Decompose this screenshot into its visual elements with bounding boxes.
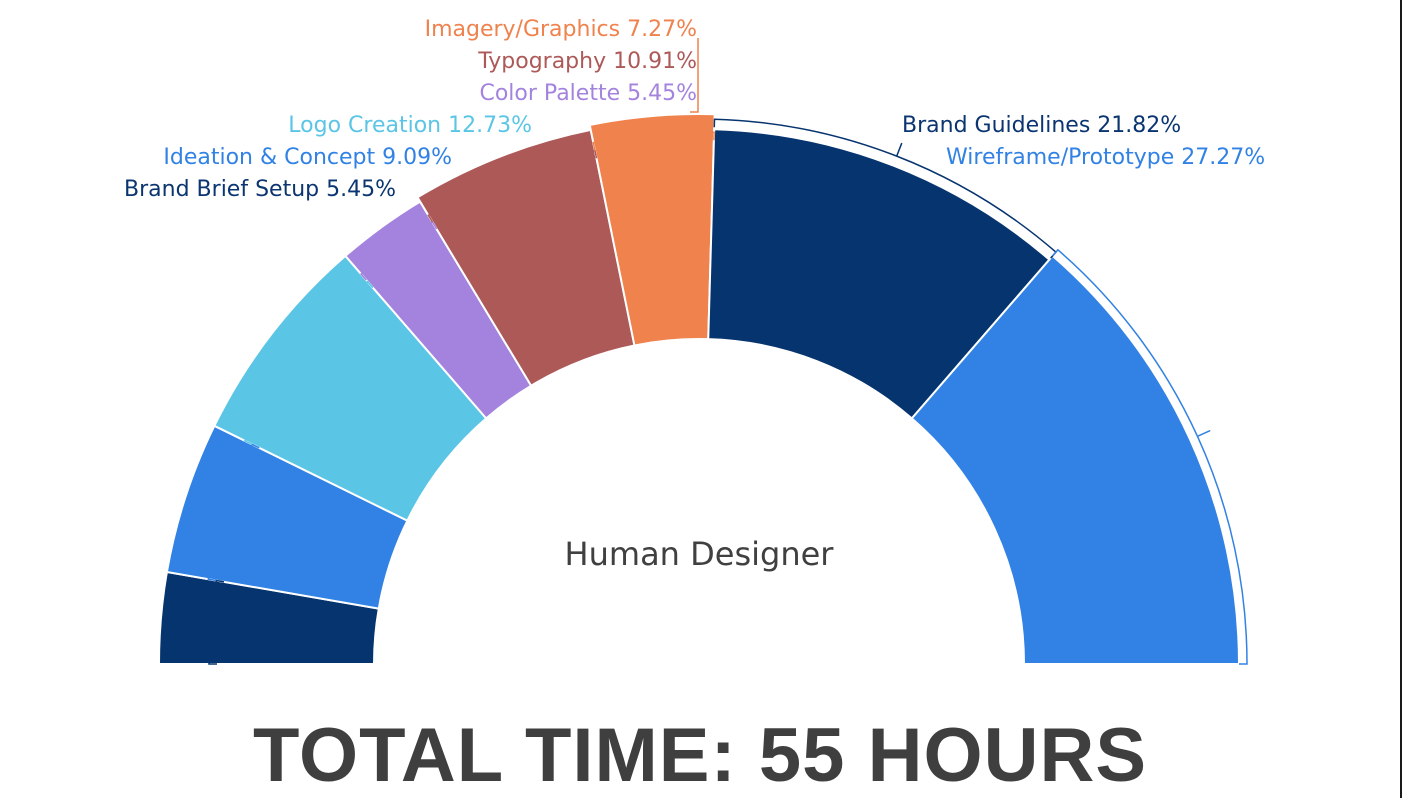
leader-brand-guidelines — [895, 142, 903, 157]
chart-label-brackets — [196, 38, 1248, 665]
leader-ideation-and-concept — [211, 505, 226, 511]
label-logo-creation: Logo Creation 12.73% — [288, 113, 532, 138]
slice-wireframe-prototype — [910, 254, 1241, 665]
label-brand-guidelines: Brand Guidelines 21.82% — [902, 113, 1181, 138]
total-time-label: TOTAL TIME: 55 HOURS — [252, 713, 1148, 798]
slice-brand-guidelines — [707, 128, 1051, 420]
center-label: Human Designer — [565, 535, 835, 573]
label-wireframe-prototype: Wireframe/Prototype 27.27% — [946, 145, 1265, 170]
leader-logo-creation — [286, 345, 299, 356]
leader-color-palette — [386, 234, 397, 248]
leader-imagery-graphics — [651, 119, 655, 135]
label-ideation-and-concept: Ideation & Concept 9.09% — [163, 145, 452, 170]
leader-wireframe-prototype — [1197, 429, 1211, 438]
window-edge — [1400, 0, 1402, 798]
label-typography: Typography 10.91% — [477, 49, 697, 74]
leader-brand-brief-setup — [196, 620, 211, 623]
bracket-imagery-graphics — [592, 131, 715, 151]
chart-slice-labels: Brand Brief Setup 5.45% Ideation & Concep… — [124, 17, 1265, 202]
label-imagery-graphics: Imagery/Graphics 7.27% — [425, 17, 697, 42]
bracket-logo-creation — [243, 280, 374, 446]
leader-typography — [503, 162, 510, 176]
label-color-palette: Color Palette 5.45% — [479, 81, 697, 106]
top-labels-connector — [690, 38, 699, 113]
chart-slices — [157, 113, 1241, 665]
slice-imagery-graphics — [588, 113, 716, 347]
label-brand-brief-setup: Brand Brief Setup 5.45% — [124, 177, 396, 202]
bracket-wireframe-prototype — [1052, 248, 1248, 665]
